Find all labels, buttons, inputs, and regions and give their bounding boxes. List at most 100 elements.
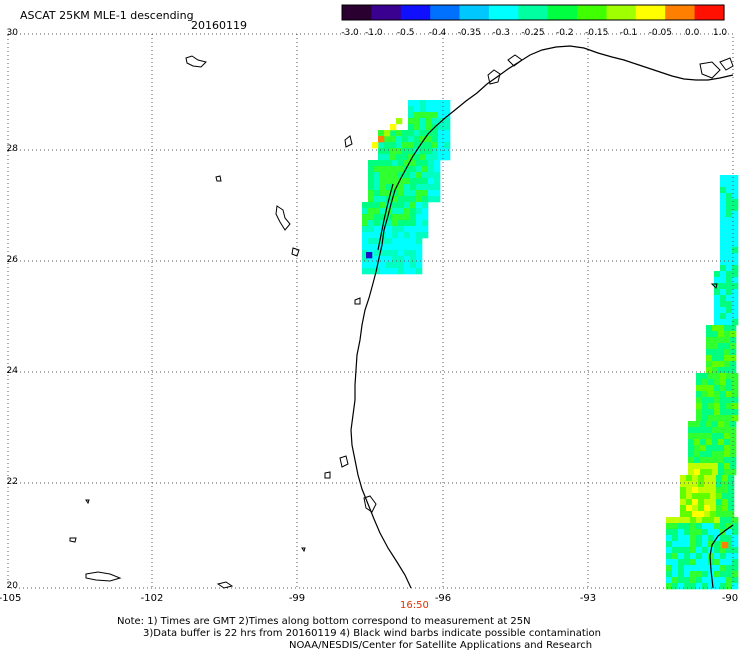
swath-cell: [720, 391, 727, 398]
swath-cell: [720, 289, 727, 296]
swath-cell: [732, 415, 739, 422]
swath-cell: [416, 244, 423, 251]
swath-cell: [732, 409, 739, 416]
swath-cell: [718, 337, 725, 344]
swath-cell: [684, 517, 691, 524]
swath-cell: [680, 505, 687, 512]
swath-cell: [680, 511, 687, 518]
swath-cell: [678, 517, 685, 524]
swath-cell: [368, 196, 375, 203]
swath-cell: [714, 307, 721, 314]
swath-cell: [708, 583, 715, 590]
swath-cell: [728, 475, 735, 482]
swath-cell: [702, 529, 709, 536]
swath-cell: [702, 583, 709, 590]
swath-cell: [392, 190, 399, 197]
swath-cell: [708, 523, 715, 530]
swath-cell: [702, 379, 709, 386]
swath-cell: [712, 349, 719, 356]
swath-cell: [726, 217, 733, 224]
swath-cell: [680, 493, 687, 500]
swath-cell: [714, 559, 721, 566]
swath-cell: [720, 379, 727, 386]
swath-cell: [726, 259, 733, 266]
swath-cell: [696, 529, 703, 536]
swath-cell: [708, 541, 715, 548]
swath-cell: [368, 172, 375, 179]
swath-cell: [708, 517, 715, 524]
swath-cell: [704, 505, 711, 512]
swath-cell: [726, 559, 733, 566]
swath-cell: [690, 565, 697, 572]
swath-cell: [714, 517, 721, 524]
swath-cell: [390, 148, 397, 155]
swath-cell: [694, 469, 701, 476]
swath-cell: [712, 445, 719, 452]
swath-cell: [410, 262, 417, 269]
swath-cell: [712, 343, 719, 350]
swath-cell: [420, 154, 427, 161]
swath-cell: [666, 529, 673, 536]
swath-cell: [444, 106, 451, 113]
pass-time-label: 16:50: [400, 600, 429, 611]
swath-cell: [728, 487, 735, 494]
swath-cell: [678, 577, 685, 584]
swath-cell: [706, 427, 713, 434]
swath-cell: [426, 100, 433, 107]
swath-cell: [678, 523, 685, 530]
swath-cell: [720, 265, 727, 272]
swath-cell: [710, 481, 717, 488]
swath-cell: [392, 256, 399, 263]
swath-cell: [384, 136, 391, 143]
swath-cell: [714, 313, 721, 320]
colorbar-label: 0.0: [685, 28, 700, 38]
swath-cell: [720, 241, 727, 248]
swath-cell: [714, 415, 721, 422]
swath-cell: [724, 451, 731, 458]
swath-cell: [672, 535, 679, 542]
swath-cell: [714, 571, 721, 578]
swath-cell: [422, 172, 429, 179]
swath-cell: [402, 142, 409, 149]
swath-cell: [438, 124, 445, 131]
swath-cell: [728, 499, 735, 506]
swath-cell: [392, 262, 399, 269]
swath-cell: [696, 571, 703, 578]
swath-cell: [374, 232, 381, 239]
swath-cell: [706, 349, 713, 356]
swath-cell: [420, 112, 427, 119]
swath-cell: [732, 241, 739, 248]
swath-cell: [694, 463, 701, 470]
swath-cell: [416, 214, 423, 221]
swath-cell: [380, 250, 387, 257]
swath-cell: [396, 142, 403, 149]
swath-cell: [362, 232, 369, 239]
swath-cell: [386, 268, 393, 275]
colorbar-label: 1.0: [712, 28, 728, 38]
swath-cell: [678, 559, 685, 566]
swath-cell: [374, 250, 381, 257]
swath-cell: [392, 184, 399, 191]
swath-cell: [696, 583, 703, 590]
swath-cell: [678, 553, 685, 560]
swath-cell: [708, 385, 715, 392]
lake-feature: [275, 205, 291, 231]
swath-cell: [710, 475, 717, 482]
swath-cell: [410, 160, 417, 167]
swath-cell: [726, 193, 733, 200]
swath-cell: [720, 211, 727, 218]
swath-cell: [372, 142, 379, 149]
swath-cell: [392, 160, 399, 167]
swath-cell: [730, 427, 737, 434]
swath-cell: [666, 541, 673, 548]
swath-cell: [380, 208, 387, 215]
swath-cell: [714, 529, 721, 536]
swath-cell: [398, 160, 405, 167]
swath-cell: [380, 172, 387, 179]
swath-cell: [386, 220, 393, 227]
swath-cell: [374, 184, 381, 191]
swath-cell: [726, 265, 733, 272]
swath-cell: [386, 250, 393, 257]
swath-cell: [732, 187, 739, 194]
swath-cell: [718, 445, 725, 452]
